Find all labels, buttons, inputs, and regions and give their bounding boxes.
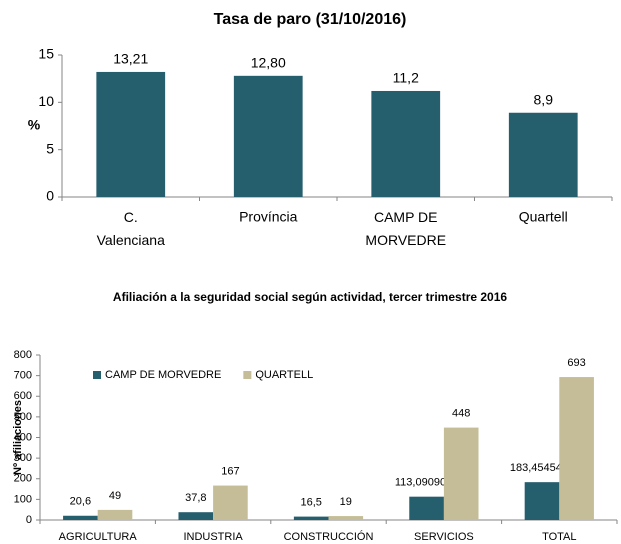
x-tick-label: Quartell [519,209,568,225]
legend-swatch [93,371,101,379]
bar [213,485,248,520]
value-label: 183,4545455 [510,462,574,474]
y-axis-label: Nº afiliaciones [12,400,24,475]
bar [178,512,214,520]
y-tick-label: 100 [14,493,32,505]
x-tick-label: SERVICIOS [414,531,474,543]
legend-label: CAMP DE MORVEDRE [105,369,221,381]
value-label: 167 [221,465,239,477]
bar [293,516,329,520]
value-label: 8,9 [534,91,554,107]
value-label: 448 [452,408,470,420]
bar [559,377,594,520]
bar [328,516,364,520]
chart-title: Afiliación a la seguridad social según a… [113,290,507,304]
value-label: 693 [567,357,585,369]
y-axis-label: % [28,117,41,133]
bar [63,515,98,520]
legend-label: QUARTELL [255,369,313,381]
y-tick-label: 800 [14,349,32,361]
x-tick-label: C. Valenciana [97,209,165,248]
x-tick-label: CONSTRUCCIÓN [284,530,374,543]
value-label: 37,8 [185,492,206,504]
y-tick-label: 5 [46,140,54,156]
y-tick-label: 500 [14,411,32,423]
value-label: 11,2 [393,70,419,86]
x-tick-label: INDUSTRIA [183,531,243,543]
bar [443,427,479,520]
bar [524,482,560,520]
y-tick-label: 15 [38,46,54,62]
x-tick-label: AGRICULTURA [59,531,138,543]
value-label: 12,80 [251,55,286,71]
bar [371,90,441,197]
y-tick-label: 300 [14,452,32,464]
y-tick-label: 200 [14,473,32,485]
legend-swatch [243,371,252,379]
value-label: 20,6 [70,496,91,508]
y-tick-label: 600 [14,390,32,402]
y-tick-label: 0 [26,514,32,526]
value-label: 49 [109,490,121,502]
value-label: 13,21 [113,51,148,67]
value-label: 16,5 [300,497,321,509]
x-tick-label: CAMP DE MORVEDRE [365,209,446,248]
x-tick-label: TOTAL [542,531,576,543]
value-label: 19 [340,496,352,508]
chart-title: Tasa de paro (31/10/2016) [214,11,407,28]
bar [97,509,133,520]
bar [96,71,166,197]
y-tick-label: 10 [38,93,54,109]
bar [508,112,578,197]
bar [409,496,444,520]
y-tick-label: 700 [14,370,32,382]
x-tick-label: Província [239,209,298,225]
y-tick-label: 0 [46,188,54,204]
bar [233,75,303,197]
value-label: 113,0909091 [395,477,458,489]
y-tick-label: 400 [14,431,32,443]
